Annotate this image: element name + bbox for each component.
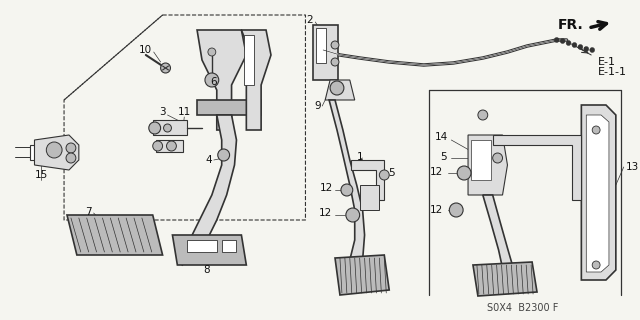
Text: 2: 2 <box>307 15 314 25</box>
Polygon shape <box>241 30 271 130</box>
Circle shape <box>554 37 559 43</box>
Polygon shape <box>67 215 163 255</box>
Circle shape <box>46 142 62 158</box>
Text: 9: 9 <box>314 101 321 111</box>
Circle shape <box>66 153 76 163</box>
Bar <box>188 240 217 252</box>
Circle shape <box>380 170 389 180</box>
Circle shape <box>330 81 344 95</box>
Circle shape <box>66 143 76 153</box>
Text: FR.: FR. <box>557 18 583 32</box>
Bar <box>314 25 338 80</box>
Circle shape <box>589 47 595 52</box>
Polygon shape <box>468 135 508 195</box>
Text: 7: 7 <box>85 207 92 217</box>
Text: 11: 11 <box>178 107 191 117</box>
Text: 12: 12 <box>430 205 444 215</box>
Text: E-1-1: E-1-1 <box>598 67 627 77</box>
Circle shape <box>566 41 571 45</box>
Bar <box>29 145 49 160</box>
Circle shape <box>148 122 161 134</box>
Text: 6: 6 <box>211 77 217 87</box>
Text: 5: 5 <box>440 152 446 162</box>
Polygon shape <box>325 80 355 100</box>
Polygon shape <box>35 135 79 170</box>
Polygon shape <box>197 100 261 115</box>
Circle shape <box>592 261 600 269</box>
Circle shape <box>208 48 216 56</box>
Bar <box>221 240 237 252</box>
Text: 12: 12 <box>320 183 333 193</box>
Circle shape <box>341 184 353 196</box>
Text: S0X4  B2300 F: S0X4 B2300 F <box>486 303 558 313</box>
Polygon shape <box>581 105 616 280</box>
Text: 15: 15 <box>35 170 48 180</box>
Circle shape <box>164 124 172 132</box>
Text: 8: 8 <box>204 265 210 275</box>
Text: 10: 10 <box>140 45 152 55</box>
Circle shape <box>560 38 565 44</box>
Polygon shape <box>473 262 537 296</box>
Circle shape <box>457 166 471 180</box>
Circle shape <box>478 110 488 120</box>
Bar <box>471 140 491 180</box>
Circle shape <box>578 44 583 50</box>
Text: 14: 14 <box>435 132 449 142</box>
Text: 12: 12 <box>319 208 332 218</box>
Circle shape <box>331 58 339 66</box>
Circle shape <box>584 46 589 52</box>
Bar <box>316 28 326 63</box>
Polygon shape <box>483 195 513 280</box>
Polygon shape <box>177 115 237 265</box>
Text: 12: 12 <box>430 167 444 177</box>
Polygon shape <box>351 160 384 200</box>
Circle shape <box>592 126 600 134</box>
Bar <box>153 120 188 135</box>
Circle shape <box>346 208 360 222</box>
Polygon shape <box>335 255 389 295</box>
Polygon shape <box>197 30 246 130</box>
Text: 3: 3 <box>159 107 166 117</box>
Circle shape <box>166 141 177 151</box>
Circle shape <box>572 43 577 47</box>
Text: 1: 1 <box>356 152 363 162</box>
Polygon shape <box>172 235 246 265</box>
Polygon shape <box>586 115 609 272</box>
Polygon shape <box>493 135 581 200</box>
Text: 13: 13 <box>626 162 639 172</box>
Circle shape <box>331 41 339 49</box>
Bar <box>156 140 183 152</box>
Bar <box>360 185 380 210</box>
Text: E-1: E-1 <box>598 57 616 67</box>
Circle shape <box>493 153 502 163</box>
Circle shape <box>218 149 230 161</box>
Circle shape <box>449 203 463 217</box>
Text: 4: 4 <box>205 155 212 165</box>
Circle shape <box>153 141 163 151</box>
Polygon shape <box>329 100 365 270</box>
Circle shape <box>205 73 219 87</box>
Bar <box>244 35 254 85</box>
Circle shape <box>161 63 170 73</box>
Text: 5: 5 <box>388 168 394 178</box>
